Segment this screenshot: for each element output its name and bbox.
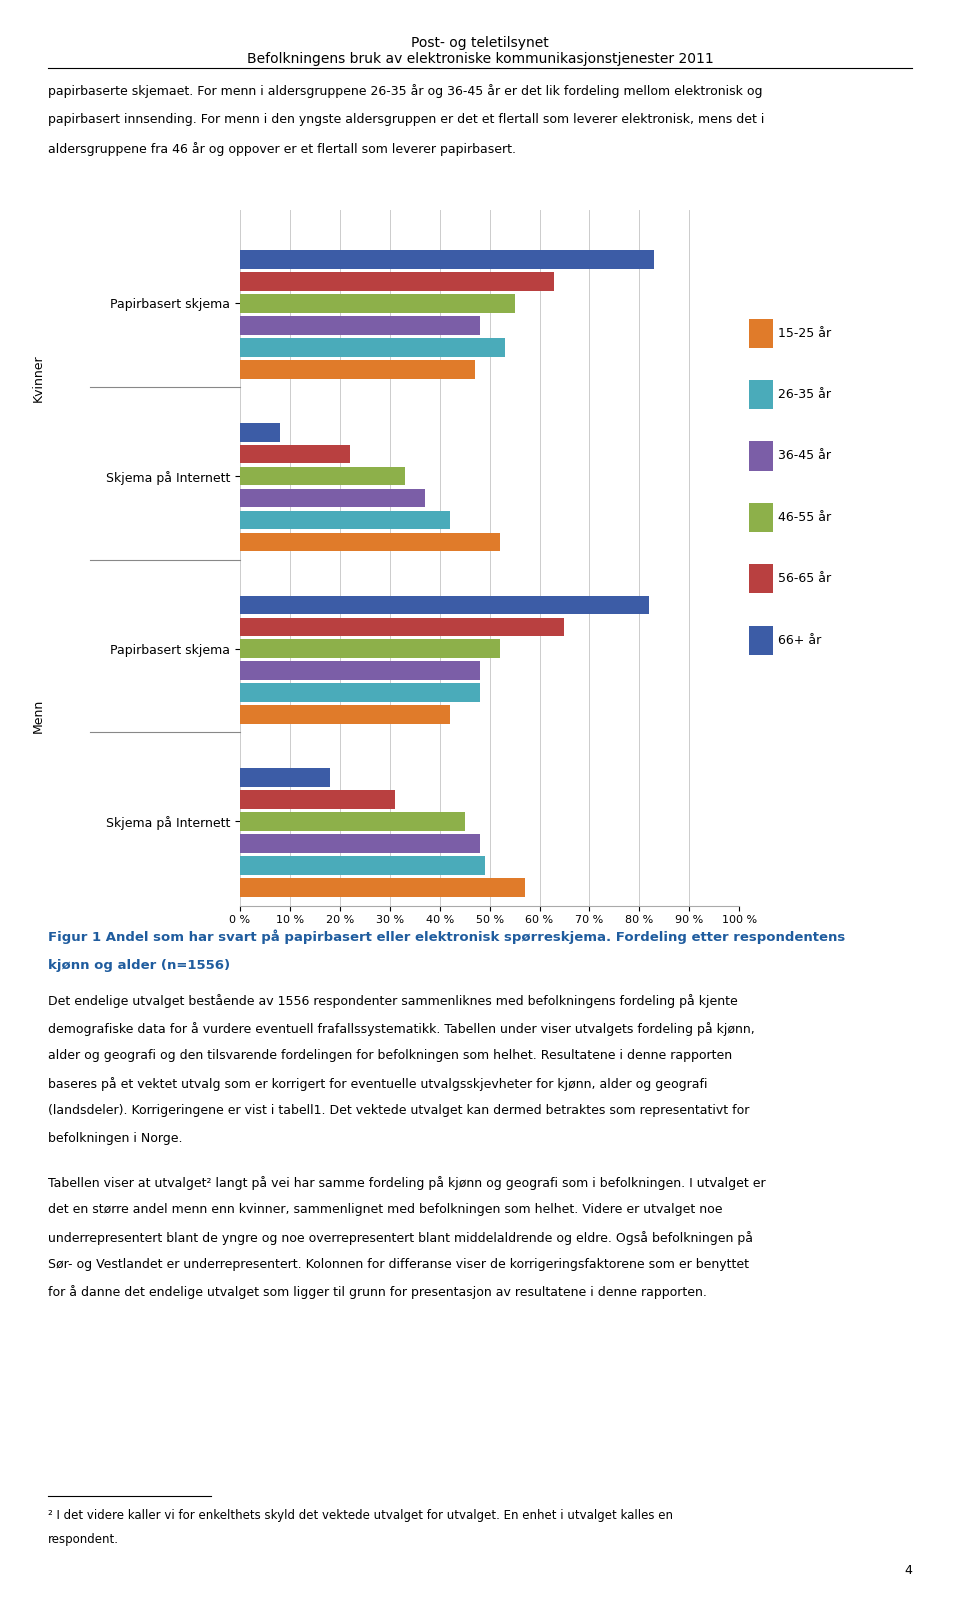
Text: Figur 1 Andel som har svart på papirbasert eller elektronisk spørreskjema. Forde: Figur 1 Andel som har svart på papirbase… <box>48 930 845 944</box>
Text: det en større andel menn enn kvinner, sammenlignet med befolkningen som helhet. : det en større andel menn enn kvinner, sa… <box>48 1203 723 1216</box>
Bar <box>240 361 474 378</box>
Text: Post- og teletilsynet: Post- og teletilsynet <box>411 36 549 50</box>
Text: underrepresentert blant de yngre og noe overrepresentert blant middelaldrende og: underrepresentert blant de yngre og noe … <box>48 1231 753 1245</box>
Bar <box>240 684 480 702</box>
Text: 46-55 år: 46-55 år <box>778 511 830 524</box>
Bar <box>240 424 280 441</box>
Bar <box>240 812 465 831</box>
Text: baseres på et vektet utvalg som er korrigert for eventuelle utvalgsskjevheter fo: baseres på et vektet utvalg som er korri… <box>48 1077 708 1091</box>
Text: papirbaserte skjemaet. For menn i aldersgruppene 26-35 år og 36-45 år er det lik: papirbaserte skjemaet. For menn i alders… <box>48 84 762 99</box>
Bar <box>240 618 564 635</box>
Text: Befolkningens bruk av elektroniske kommunikasjonstjenester 2011: Befolkningens bruk av elektroniske kommu… <box>247 52 713 66</box>
Text: alder og geografi og den tilsvarende fordelingen for befolkningen som helhet. Re: alder og geografi og den tilsvarende for… <box>48 1049 732 1062</box>
Bar <box>240 855 485 875</box>
Text: kjønn og alder (n=1556): kjønn og alder (n=1556) <box>48 959 230 972</box>
Bar <box>240 768 330 787</box>
Text: Det endelige utvalget bestående av 1556 respondenter sammenliknes med befolkning: Det endelige utvalget bestående av 1556 … <box>48 994 737 1009</box>
Text: Kvinner: Kvinner <box>32 354 45 403</box>
Text: befolkningen i Norge.: befolkningen i Norge. <box>48 1132 182 1145</box>
Bar <box>240 467 405 485</box>
Text: demografiske data for å vurdere eventuell frafallssystematikk. Tabellen under vi: demografiske data for å vurdere eventuel… <box>48 1022 755 1036</box>
Bar <box>240 834 480 852</box>
Text: respondent.: respondent. <box>48 1533 119 1546</box>
Bar <box>240 511 449 529</box>
Bar <box>240 661 480 681</box>
Text: 4: 4 <box>904 1564 912 1577</box>
Bar <box>240 878 524 896</box>
Text: 56-65 år: 56-65 år <box>778 572 830 585</box>
Text: 26-35 år: 26-35 år <box>778 388 830 401</box>
Bar <box>240 272 555 291</box>
Bar <box>240 445 349 464</box>
Bar <box>240 294 515 312</box>
Bar <box>240 791 395 808</box>
Bar <box>240 705 449 724</box>
Text: Menn: Menn <box>32 699 45 733</box>
Text: 66+ år: 66+ år <box>778 634 821 647</box>
Text: for å danne det endelige utvalget som ligger til grunn for presentasjon av resul: for å danne det endelige utvalget som li… <box>48 1286 707 1300</box>
Text: Sør- og Vestlandet er underrepresentert. Kolonnen for differanse viser de korrig: Sør- og Vestlandet er underrepresentert.… <box>48 1258 749 1271</box>
Text: ² I det videre kaller vi for enkelthets skyld det vektede utvalget for utvalget.: ² I det videre kaller vi for enkelthets … <box>48 1509 673 1522</box>
Bar <box>240 251 655 268</box>
Bar <box>240 639 499 658</box>
Bar <box>240 488 424 508</box>
Text: papirbasert innsending. For menn i den yngste aldersgruppen er det et flertall s: papirbasert innsending. For menn i den y… <box>48 113 764 126</box>
Bar <box>240 532 499 551</box>
Text: aldersgruppene fra 46 år og oppover er et flertall som leverer papirbasert.: aldersgruppene fra 46 år og oppover er e… <box>48 142 516 157</box>
Text: 15-25 år: 15-25 år <box>778 327 830 340</box>
Text: Tabellen viser at utvalget² langt på vei har samme fordeling på kjønn og geograf: Tabellen viser at utvalget² langt på vei… <box>48 1176 766 1190</box>
Bar <box>240 595 649 614</box>
Bar <box>240 315 480 335</box>
Text: (landsdeler). Korrigeringene er vist i tabell1. Det vektede utvalget kan dermed : (landsdeler). Korrigeringene er vist i t… <box>48 1104 750 1117</box>
Bar <box>240 338 505 357</box>
Text: 36-45 år: 36-45 år <box>778 450 830 462</box>
